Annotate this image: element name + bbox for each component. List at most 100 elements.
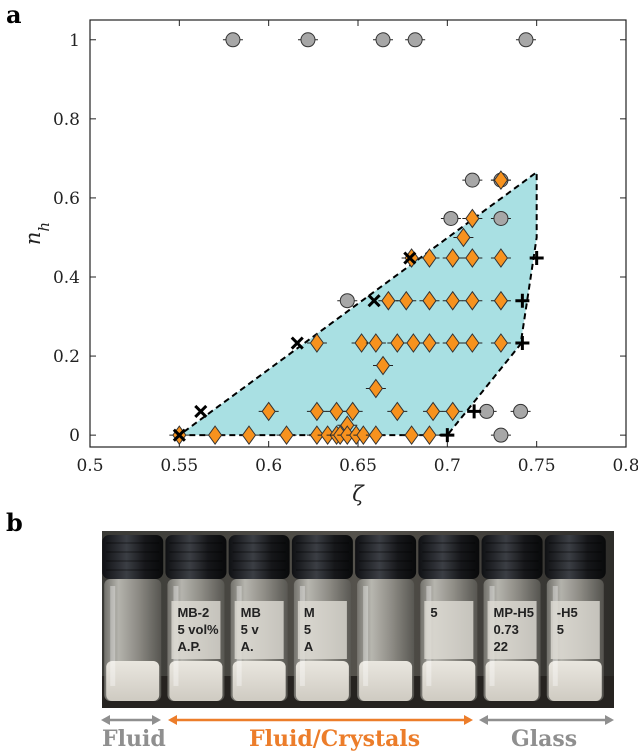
glass-arrow-head-left [479,715,488,725]
vial-cap [102,535,164,579]
vial-cap [165,535,227,579]
circle-point [300,32,316,48]
phase-label-fluid: Fluid [102,726,166,752]
diamond-point [406,333,421,353]
vial-label-text: 22 [494,639,508,654]
x-tick-label: 0.8 [612,456,638,476]
diamond-point [354,333,369,353]
vial-cap [481,535,543,579]
y-tick-label: 0.8 [53,110,80,130]
diamond-point [465,333,480,353]
x-marker [172,428,186,442]
plus-marker [467,404,482,419]
plus-marker [440,428,455,443]
circle-point [407,32,423,48]
fluid-arrow-head-right [152,715,161,725]
vial-label-text: MB-2 [177,605,209,620]
vial-cap [544,535,606,579]
diamond-point [445,248,460,268]
diamond-point [422,425,437,445]
vial-label-text: 5 [557,622,564,637]
diamond-point [356,425,371,445]
vial-cap [291,535,353,579]
diamond-point [241,425,257,445]
x-marker [194,404,208,418]
phase-label-fluid-crystals: Fluid/Crystals [249,726,421,752]
circle-point [375,32,391,48]
diamond-point [465,208,480,229]
vial-label-sticker [424,601,474,659]
glass-arrow-head-right [605,715,614,725]
phase-label-glass: Glass [511,726,578,752]
diamond-point [493,170,509,190]
y-tick-label: 0.6 [53,189,80,209]
vial-sediment [485,661,539,701]
vial-label-text: MP-H5 [494,605,534,620]
diamond-point [390,401,405,422]
vial-label-text: -H5 [557,605,578,620]
y-tick-label: 0.4 [53,268,80,288]
vial-label-text: 5 v [241,622,260,637]
diamond-point [493,333,509,353]
vial-highlight [110,586,116,686]
fluid-crystals-arrow-head-right [464,715,473,725]
vial-label-text: M [304,605,315,620]
y-tick-label: 1 [69,31,80,51]
vial-label-text: 5 [304,622,311,637]
diamond-point [381,290,396,311]
diamond-point [493,290,509,311]
diamond-point [261,401,276,422]
x-tick-label: 0.5 [76,456,103,476]
vial-highlight [363,586,369,686]
diamond-point [422,290,437,311]
plus-marker [529,251,544,266]
x-tick-label: 0.7 [434,456,461,476]
phase-diagram-chart: 0.5 0.55 0.6 0.65 0.7 0.75 0.800.20.40.60.81ζn… [21,19,638,506]
diamond-point [422,333,437,353]
circle-point [443,210,459,226]
vial-sediment [548,661,602,701]
vial-label-text: A.P. [177,639,201,654]
vial-sediment [232,661,286,701]
vial-cap [355,535,417,579]
x-marker [367,294,381,308]
diamond-point [329,401,344,422]
diamond-point [375,355,391,376]
diamond-point [399,290,414,311]
vial-label-text: MB [241,605,261,620]
diamond-point [425,401,441,422]
diamond-point [279,425,294,445]
diamond-point [207,425,223,445]
diamond-point [404,425,419,445]
fluid-crystals-arrow-head-left [168,715,177,725]
vial-label-text: 5 [430,605,437,620]
vial-label-sticker [234,601,284,659]
diamond-point [456,227,471,248]
panel-label-b: b [6,508,23,537]
diamond-point [422,248,437,268]
diamond-point [309,401,325,422]
circle-point [493,210,509,226]
vial-sediment [359,661,413,701]
circle-point [518,32,534,48]
diamond-point [368,425,383,445]
vial-label-text: 0.73 [494,622,519,637]
vial-cap [228,535,290,579]
diamond-point [445,290,460,311]
vial-label-sticker [550,601,600,659]
x-axis-label: ζ [352,482,365,506]
fluid-arrow-head-left [101,715,110,725]
vial-sediment [422,661,476,701]
x-marker [403,251,417,265]
x-tick-label: 0.55 [160,456,198,476]
vial-sediment [295,661,349,701]
vial-label-sticker [487,601,537,659]
vial-sediment [106,661,160,701]
diamond-point [390,333,405,353]
plus-marker [515,336,530,351]
vial-label-sticker [297,601,347,659]
diamond-point [493,248,509,268]
diamond-point [465,290,480,311]
y-tick-label: 0 [69,426,80,446]
